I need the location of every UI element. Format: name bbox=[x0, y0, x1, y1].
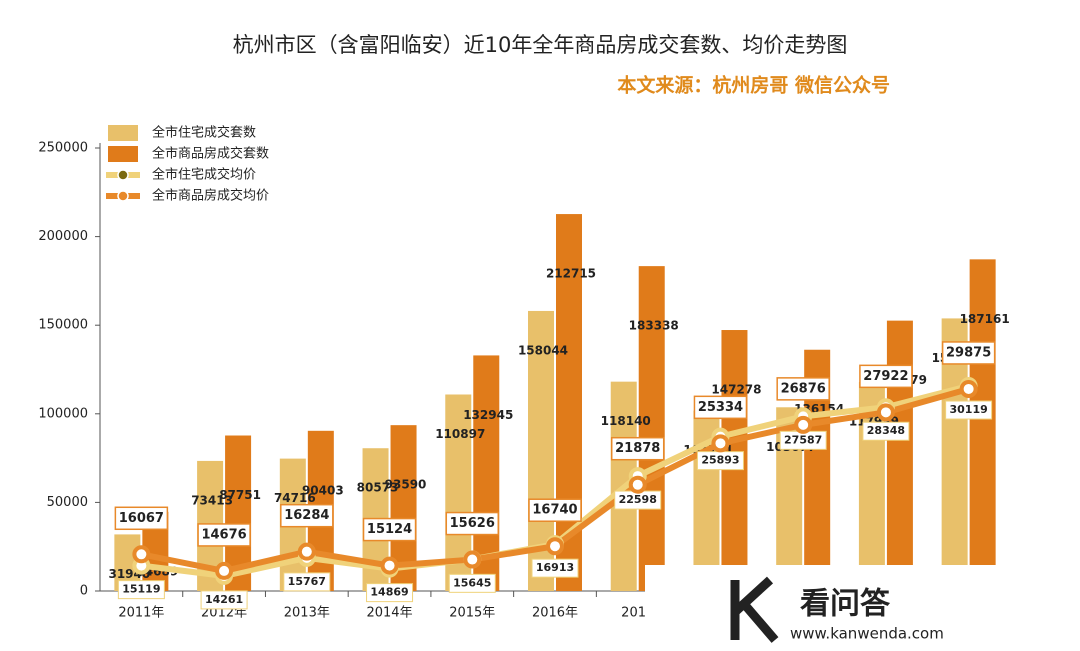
bar-value-label: 118140 bbox=[601, 414, 651, 428]
price-point bbox=[876, 403, 895, 422]
price-label-box bbox=[528, 498, 582, 522]
price-label-box bbox=[197, 523, 251, 547]
legend-swatch bbox=[108, 146, 138, 162]
price-value-label: 14676 bbox=[201, 527, 246, 542]
price-label-box bbox=[945, 400, 993, 420]
price-value-label: 16067 bbox=[119, 511, 164, 526]
price-value-label: 28348 bbox=[867, 424, 905, 437]
price-label-box bbox=[610, 436, 665, 461]
bar bbox=[886, 320, 913, 591]
watermark-bg bbox=[645, 565, 1080, 647]
price-point bbox=[628, 475, 647, 494]
price-value-label: 15124 bbox=[367, 522, 412, 537]
bar bbox=[638, 266, 665, 591]
price-point bbox=[215, 561, 234, 580]
legend-label: 全市住宅成交均价 bbox=[152, 167, 256, 183]
price-value-label: 26876 bbox=[781, 381, 826, 396]
bar-value-label: 132945 bbox=[463, 408, 513, 422]
price-point bbox=[546, 537, 564, 556]
watermark-url: www.kanwenda.com bbox=[790, 625, 944, 643]
legend-marker bbox=[117, 190, 129, 202]
price-value-label: 22598 bbox=[619, 493, 657, 506]
price-label-box bbox=[776, 377, 830, 401]
price-label-box bbox=[941, 341, 996, 365]
price-value-label: 27922 bbox=[863, 369, 908, 384]
y-tick-label: 100000 bbox=[38, 406, 88, 421]
price-value-label: 27587 bbox=[784, 433, 822, 446]
price-value-label: 15767 bbox=[288, 575, 326, 588]
price-point bbox=[297, 542, 316, 561]
price-point bbox=[380, 556, 399, 575]
price-value-label: 14261 bbox=[205, 593, 243, 606]
y-tick-label: 250000 bbox=[38, 141, 88, 156]
x-tick-label: 2013年 bbox=[284, 606, 330, 621]
bar-value-label: 73413 bbox=[191, 493, 233, 507]
legend-label: 全市住宅成交套数 bbox=[152, 125, 256, 141]
y-tick-label: 150000 bbox=[38, 318, 88, 333]
price-value-label: 25334 bbox=[698, 400, 743, 415]
price-label-box bbox=[693, 395, 748, 420]
bar bbox=[969, 259, 996, 591]
price-value-label: 29875 bbox=[946, 345, 991, 360]
chart-subtitle: 本文来源：杭州房哥 微信公众号 bbox=[617, 74, 890, 97]
bar-value-label: 187161 bbox=[960, 312, 1010, 326]
x-tick-label: 2011年 bbox=[118, 606, 164, 621]
x-tick-label: 2014年 bbox=[366, 606, 412, 621]
bar-value-label: 147278 bbox=[711, 383, 761, 397]
price-value-label: 14869 bbox=[370, 586, 408, 599]
bar-value-label: 212715 bbox=[546, 267, 596, 281]
x-tick-label: 2016年 bbox=[532, 606, 578, 621]
price-value-label: 16284 bbox=[284, 508, 329, 523]
price-value-label: 21878 bbox=[615, 441, 660, 456]
watermark-logo bbox=[730, 576, 779, 643]
price-label-box bbox=[859, 364, 913, 389]
price-label-box bbox=[280, 503, 334, 528]
y-tick-label: 50000 bbox=[47, 495, 88, 510]
price-label-box bbox=[445, 511, 500, 536]
price-label-box bbox=[366, 583, 414, 603]
chart-title: 杭州市区（含富阳临安）近10年全年商品房成交套数、均价走势图 bbox=[233, 33, 848, 57]
price-point bbox=[794, 415, 813, 434]
bar-value-label: 183338 bbox=[629, 319, 679, 333]
x-tick-label: 2015年 bbox=[449, 606, 495, 621]
price-point bbox=[959, 379, 978, 398]
watermark-brand: 看问答 bbox=[800, 587, 891, 622]
price-value-label: 25893 bbox=[701, 454, 739, 467]
legend-swatch bbox=[108, 125, 138, 141]
price-value-label: 15645 bbox=[453, 576, 491, 589]
y-tick-label: 200000 bbox=[38, 229, 88, 244]
bar-value-label: 93590 bbox=[385, 478, 427, 492]
y-tick-label: 0 bbox=[80, 584, 88, 599]
bar-value-label: 158044 bbox=[518, 343, 568, 357]
bar-value-label: 90403 bbox=[302, 483, 344, 497]
bar bbox=[473, 355, 500, 591]
price-label-box bbox=[114, 506, 169, 531]
price-value-label: 16740 bbox=[532, 503, 577, 518]
price-point bbox=[711, 434, 730, 453]
price-label-box bbox=[362, 517, 417, 542]
bar-value-label: 110897 bbox=[435, 427, 485, 441]
price-label-box bbox=[862, 421, 910, 441]
price-value-label: 30119 bbox=[949, 403, 987, 416]
price-value-label: 16913 bbox=[536, 561, 574, 574]
price-value-label: 15119 bbox=[122, 583, 160, 596]
price-label-box bbox=[283, 572, 331, 592]
bar-value-label: 80573 bbox=[357, 481, 399, 495]
bar-value-label: 87751 bbox=[219, 488, 261, 502]
price-label-box bbox=[200, 590, 248, 610]
legend-label: 全市商品房成交套数 bbox=[152, 146, 269, 162]
price-label-box bbox=[117, 580, 165, 600]
price-point bbox=[463, 550, 482, 569]
price-value-label: 15626 bbox=[450, 516, 495, 531]
legend-label: 全市商品房成交均价 bbox=[152, 188, 269, 204]
price-label-box bbox=[448, 573, 496, 593]
price-point bbox=[132, 545, 151, 564]
price-label-box bbox=[531, 558, 579, 578]
bar-value-label: 74716 bbox=[274, 491, 316, 505]
legend-marker bbox=[117, 169, 129, 181]
